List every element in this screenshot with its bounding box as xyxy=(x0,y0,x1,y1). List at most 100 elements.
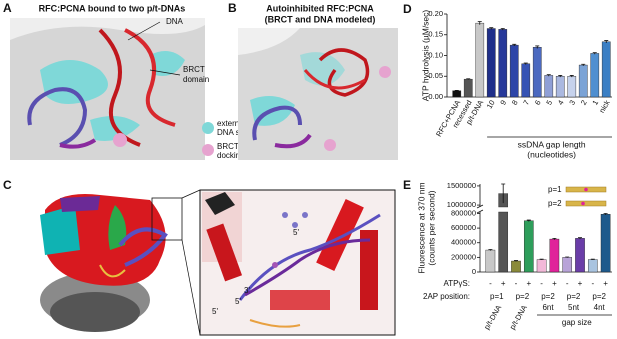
group-label: 5nt xyxy=(568,303,580,312)
error-bar xyxy=(558,75,563,78)
bar xyxy=(600,213,611,273)
y-tick-label: 1500000 xyxy=(447,181,476,190)
row-value: p=2 xyxy=(567,292,581,301)
bar xyxy=(486,28,496,98)
panel-subtitle: (BRCT and DNA modeled) xyxy=(265,14,376,24)
bar xyxy=(509,44,519,98)
row-value: - xyxy=(515,279,518,288)
bar xyxy=(498,211,509,273)
bar xyxy=(485,249,496,273)
panel-letter: A xyxy=(3,1,12,15)
row-value: p=2 xyxy=(592,292,606,301)
error-bar xyxy=(603,213,608,215)
row-value: - xyxy=(566,279,569,288)
legend-label: DNA site xyxy=(217,128,249,137)
bar xyxy=(567,76,577,98)
legend-symbol xyxy=(581,201,585,206)
row-value: + xyxy=(552,279,557,288)
error-bar xyxy=(590,258,595,260)
y-tick-label: 800000 xyxy=(451,208,476,217)
x-tick-label: 10 xyxy=(485,98,497,110)
row-value: p=2 xyxy=(516,292,530,301)
annotation: 3' xyxy=(244,286,250,295)
row-label: ATPγS: xyxy=(443,279,470,288)
error-bar xyxy=(535,45,540,49)
error-bar xyxy=(578,237,582,240)
error-bar xyxy=(546,74,551,77)
row-value: + xyxy=(501,279,506,288)
error-bar xyxy=(552,237,557,240)
x-tick-label: 2 xyxy=(579,98,589,106)
axis-break xyxy=(476,204,484,209)
error-bar xyxy=(604,40,609,44)
bar xyxy=(452,90,462,98)
error-bar xyxy=(477,21,482,25)
group-label: gap size xyxy=(562,318,592,327)
row-value: p=2 xyxy=(541,292,555,301)
row-value: - xyxy=(489,279,492,288)
y-tick-label: 0.15 xyxy=(428,30,443,39)
group-label: ssDNA gap length xyxy=(518,139,586,149)
error-bar xyxy=(501,183,506,204)
bar xyxy=(562,257,573,273)
panel-letter: D xyxy=(403,2,412,16)
y-tick-label: 600000 xyxy=(451,223,476,232)
panel-title: RFC:PCNA bound to two p/t-DNAs xyxy=(39,3,186,13)
bar xyxy=(555,76,565,98)
error-bar xyxy=(500,28,505,31)
annotation: 5' xyxy=(212,307,218,316)
bar xyxy=(536,259,547,273)
y-tick-label: 1000000 xyxy=(447,200,476,209)
bar xyxy=(511,260,521,273)
group-label: 4nt xyxy=(594,303,606,312)
y-axis-label: Fluorescence at 370 nm xyxy=(416,182,426,273)
bar xyxy=(578,64,588,98)
structure-image xyxy=(238,28,398,160)
bar xyxy=(587,259,598,273)
row-value: + xyxy=(526,279,531,288)
annotation: DNA xyxy=(166,17,184,26)
structure-image xyxy=(10,18,214,160)
error-bar xyxy=(489,27,494,30)
bar xyxy=(498,29,508,98)
error-bar xyxy=(512,43,517,46)
row-value: - xyxy=(540,279,543,288)
error-bar xyxy=(514,260,518,262)
x-tick-label: 5 xyxy=(544,98,554,106)
y-axis-label: ATP hydrolysis (µM/sec) xyxy=(420,10,430,102)
row-value: - xyxy=(591,279,594,288)
bar xyxy=(575,238,585,273)
bar xyxy=(601,41,611,98)
error-bar xyxy=(581,63,586,66)
y-tick-label: 400000 xyxy=(451,238,476,247)
error-bar xyxy=(569,75,574,78)
x-tick-label: 8 xyxy=(510,98,520,106)
legend-label: p=2 xyxy=(548,199,562,208)
annotation: 5' xyxy=(293,228,299,237)
group-label: (nucleotides) xyxy=(527,149,576,159)
bar xyxy=(532,47,542,98)
group-label: p/t-DNA xyxy=(508,303,529,331)
bar xyxy=(549,238,560,273)
x-tick-label: 1 xyxy=(590,98,600,106)
panel-letter: B xyxy=(228,1,237,15)
row-value: + xyxy=(603,279,608,288)
cartoon-image xyxy=(40,189,396,336)
row-label: 2AP position: xyxy=(423,292,470,301)
error-bar xyxy=(526,219,531,222)
error-bar xyxy=(454,89,459,92)
error-bar xyxy=(523,62,528,65)
bar xyxy=(590,53,600,98)
panel-letter: E xyxy=(403,178,411,192)
axis-break xyxy=(476,209,484,214)
bar xyxy=(544,75,554,98)
error-bar xyxy=(539,258,544,260)
x-tick-label: 9 xyxy=(498,98,508,106)
group-label: p/t-DNA xyxy=(482,303,503,331)
y-tick-label: 0.10 xyxy=(428,50,443,59)
panel-letter: C xyxy=(3,178,12,192)
legend-label: BRCT xyxy=(217,142,239,151)
bar xyxy=(463,78,473,98)
bar xyxy=(475,22,485,98)
error-bar xyxy=(565,256,570,258)
